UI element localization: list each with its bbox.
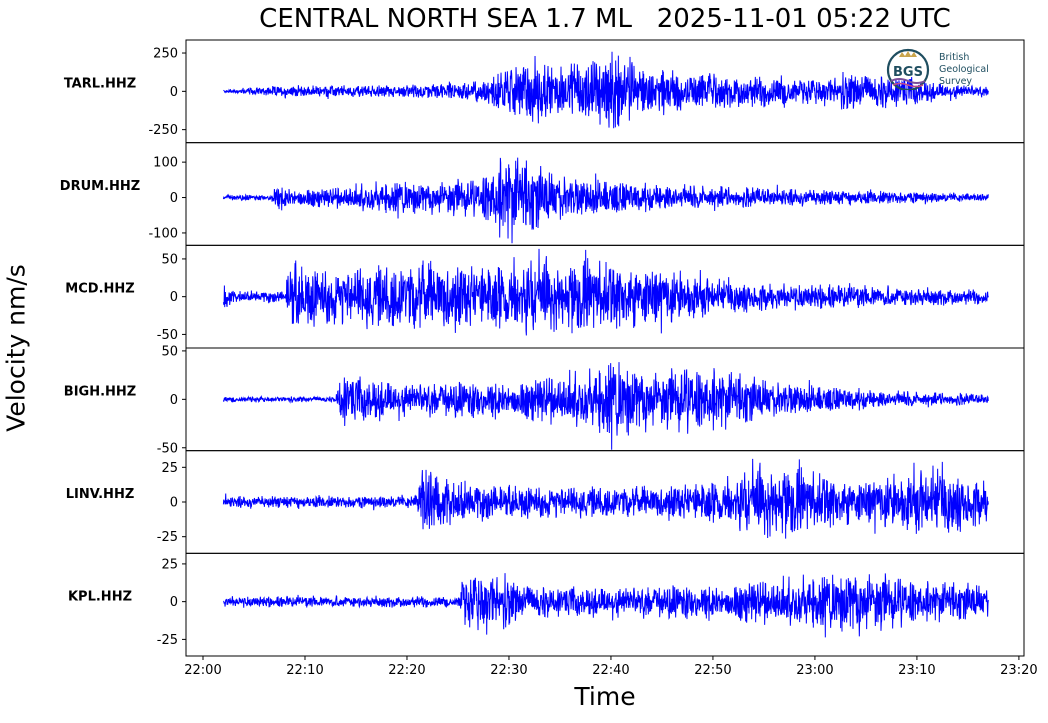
y-tick-label: 25 xyxy=(161,557,178,572)
panel-kpl-hhz: 25 0 -25 KPL.HHZ xyxy=(68,552,1025,657)
waveform-kpl-hhz xyxy=(223,573,989,638)
y-tick-label: 50 xyxy=(161,344,178,359)
x-tick-label: 23:00 xyxy=(796,663,833,678)
x-tick-label: 22:10 xyxy=(286,663,323,678)
x-tick-label: 23:20 xyxy=(1000,663,1037,678)
y-axis-label: Velocity nm/s xyxy=(1,264,31,432)
waveform-linv-hhz xyxy=(222,458,989,539)
waveform-bigh-hhz xyxy=(222,362,989,450)
y-tick-label: 250 xyxy=(153,47,178,62)
bgs-logo-mark: BGS xyxy=(886,48,930,92)
station-label: TARL.HHZ xyxy=(64,76,136,91)
y-tick-label: 25 xyxy=(161,461,178,476)
bgs-logo: BGS British Geological Survey xyxy=(884,46,1014,92)
logo-abbrev: BGS xyxy=(893,65,923,80)
panel-mcd-hhz: 50 0 -50 MCD.HHZ xyxy=(65,244,1025,349)
y-tick-label: 0 xyxy=(170,496,178,511)
y-tick-label: 0 xyxy=(170,85,178,100)
y-tick-label: 50 xyxy=(161,252,178,267)
chart-title: CENTRAL NORTH SEA 1.7 ML 2025-11-01 05:2… xyxy=(259,4,951,34)
y-tick-label: 0 xyxy=(170,393,178,408)
x-tick-label: 22:40 xyxy=(592,663,629,678)
logo-line-3: Survey xyxy=(939,76,973,87)
y-tick-label: -25 xyxy=(157,530,178,545)
panel-bigh-hhz: 50 0 -50 BIGH.HHZ xyxy=(64,344,1025,456)
station-label: MCD.HHZ xyxy=(65,282,134,297)
x-tick-label: 22:00 xyxy=(184,663,221,678)
y-tick-label: -250 xyxy=(148,123,178,138)
waveform-mcd-hhz xyxy=(222,248,989,336)
station-label: DRUM.HHZ xyxy=(60,179,140,194)
station-label: BIGH.HHZ xyxy=(64,384,136,399)
x-tick-label: 22:50 xyxy=(694,663,731,678)
waveform-drum-hhz xyxy=(222,157,989,244)
x-axis-label: Time xyxy=(574,682,636,711)
panel-linv-hhz: 25 0 -25 LINV.HHZ xyxy=(66,450,1025,554)
y-tick-label: 0 xyxy=(170,191,178,206)
x-tick-label: 23:10 xyxy=(898,663,935,678)
x-tick-label: 22:20 xyxy=(388,663,425,678)
station-label: KPL.HHZ xyxy=(68,590,132,605)
y-tick-label: -50 xyxy=(157,328,178,343)
logo-line-1: British xyxy=(939,52,970,63)
logo-line-2: Geological xyxy=(939,64,989,75)
y-tick-label: -50 xyxy=(157,441,178,456)
y-tick-label: 100 xyxy=(153,156,178,171)
y-tick-label: 0 xyxy=(170,595,178,610)
y-tick-label: -25 xyxy=(157,633,178,648)
waveform-tarl-hhz xyxy=(223,51,989,129)
station-label: LINV.HHZ xyxy=(66,487,135,502)
panel-drum-hhz: 100 0 -100 DRUM.HHZ xyxy=(60,142,1025,246)
y-tick-label: 0 xyxy=(170,290,178,305)
y-tick-label: -100 xyxy=(148,226,178,241)
x-tick-label: 22:30 xyxy=(490,663,527,678)
panel-tarl-hhz: 250 0 -250 TARL.HHZ xyxy=(64,39,1025,144)
panel-frame xyxy=(185,552,1025,657)
